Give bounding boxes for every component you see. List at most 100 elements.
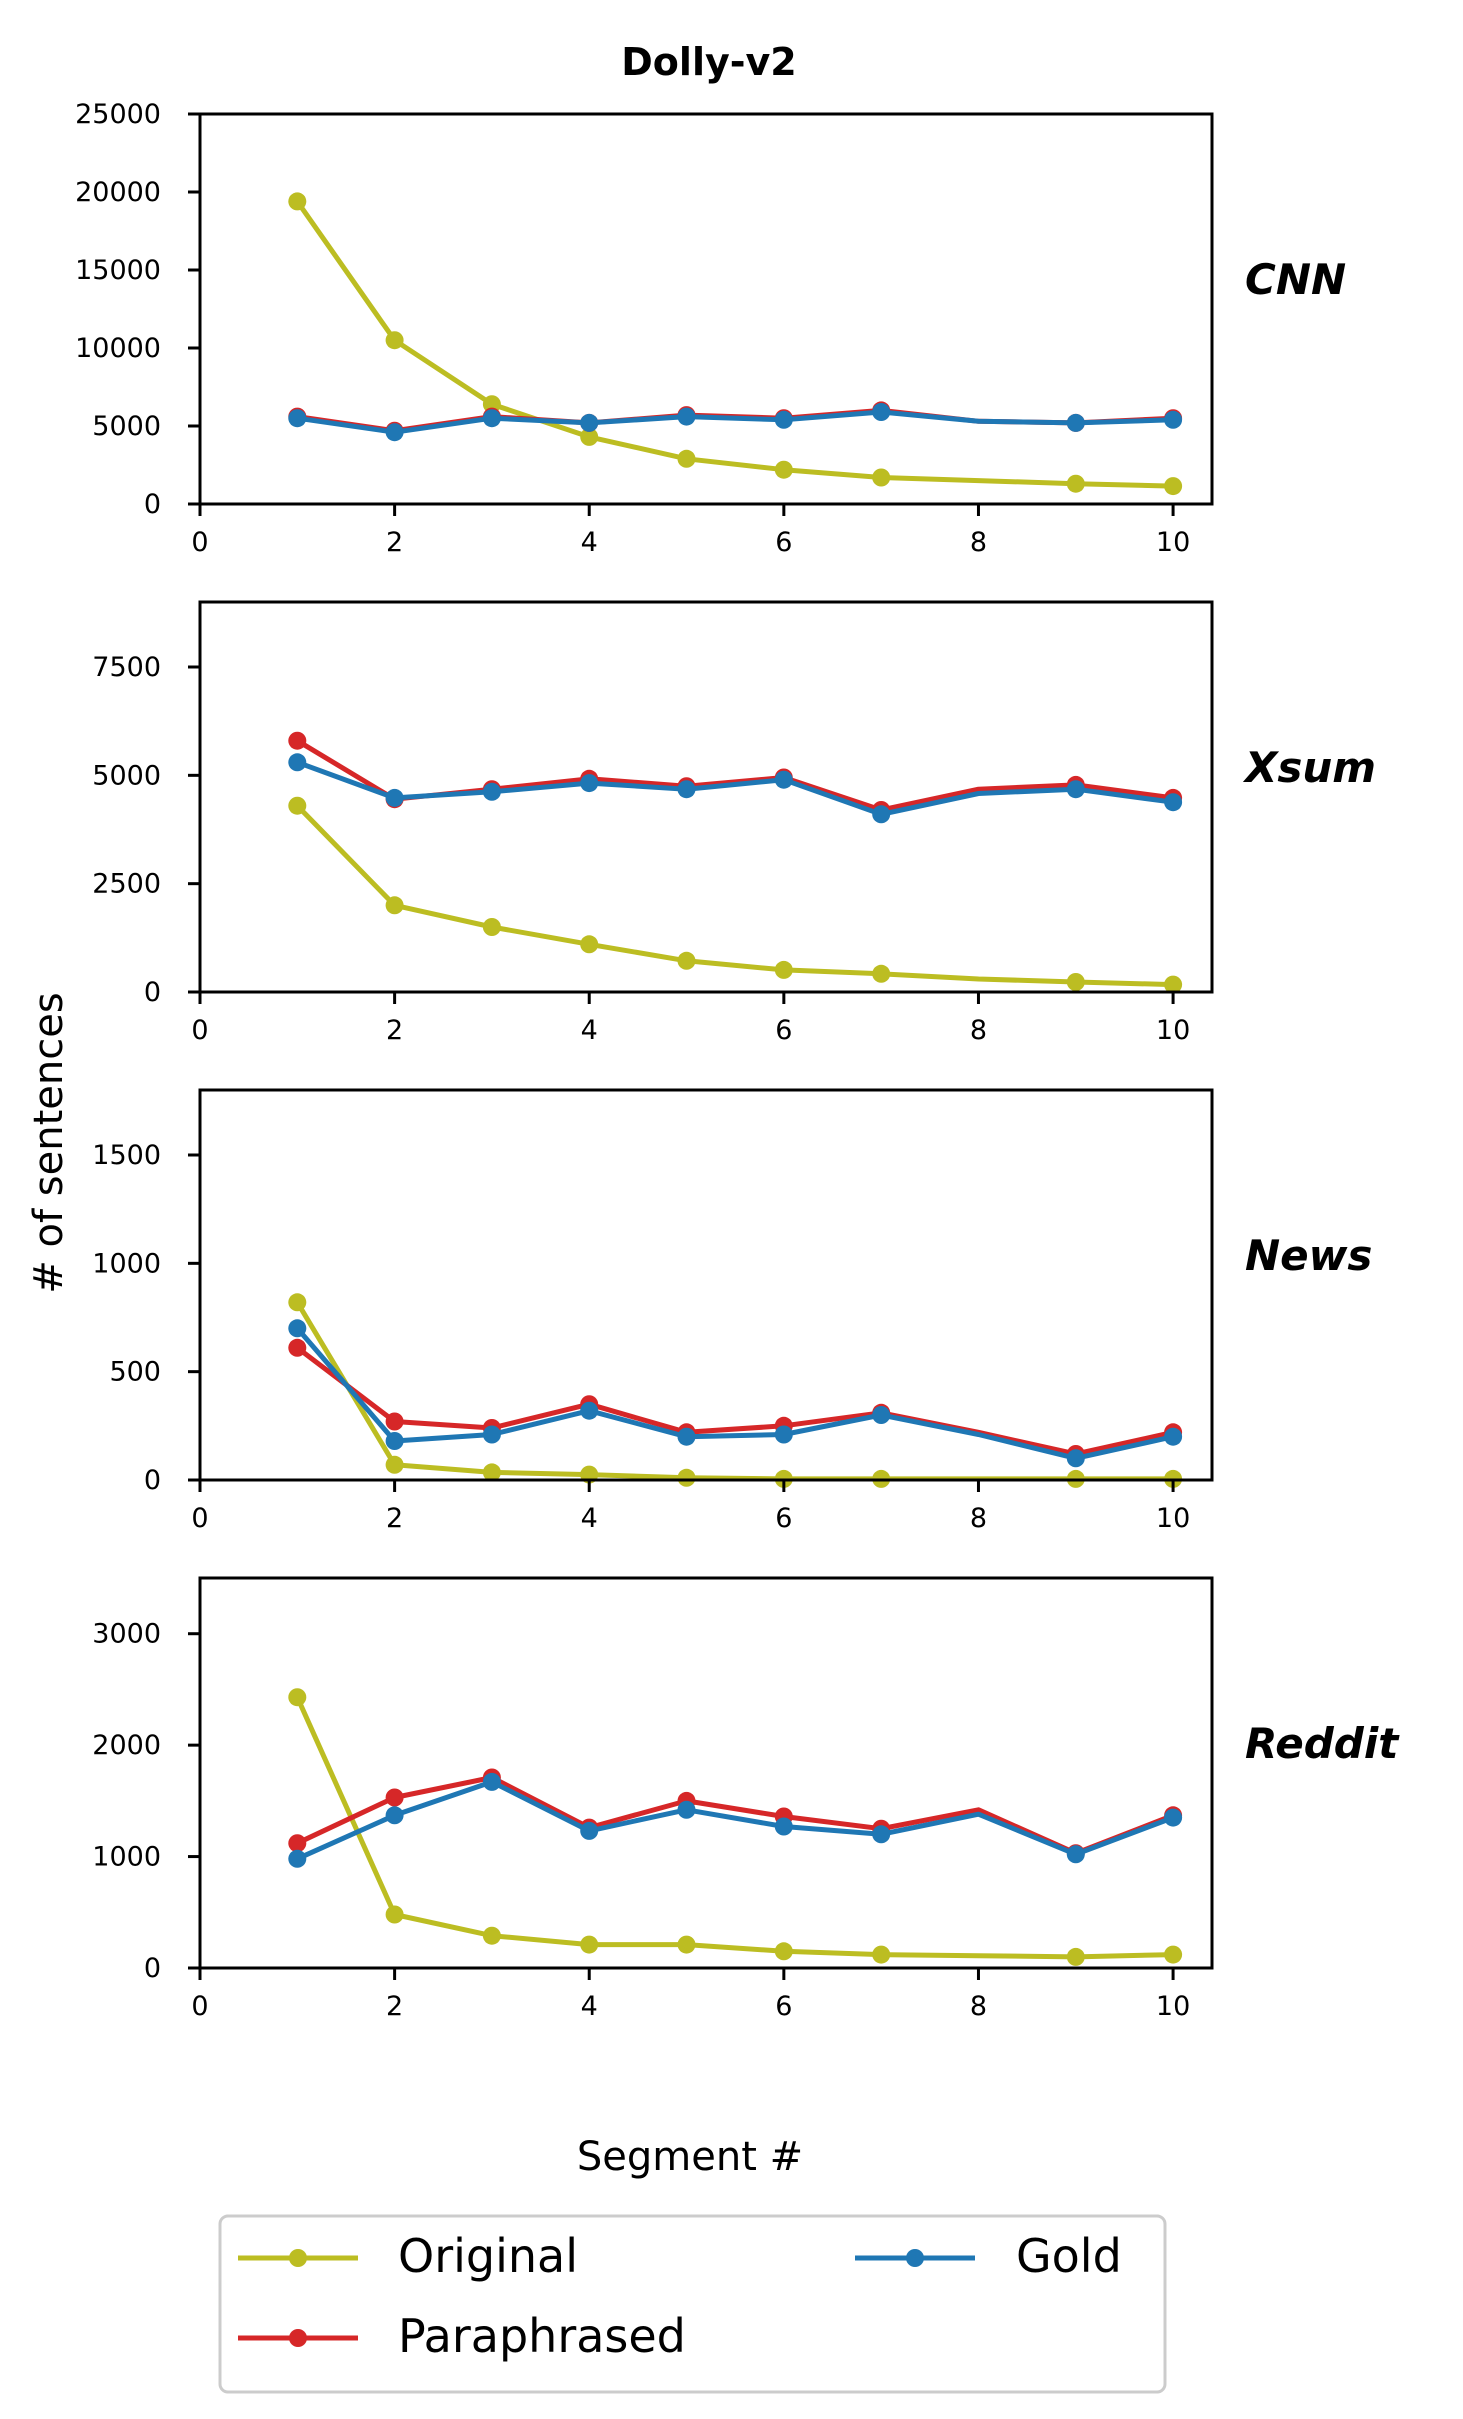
data-point-xsum-original — [774, 960, 793, 979]
data-point-reddit-original — [1164, 1945, 1183, 1964]
legend-label-paraphrased: Paraphrased — [398, 2309, 686, 2363]
x-tick-label: 2 — [386, 1991, 403, 2022]
legend-entry-gold: Gold — [855, 2229, 1122, 2283]
series-line-news-paraphrased — [294, 1345, 1176, 1457]
data-point-cnn-gold — [1164, 410, 1183, 429]
data-point-xsum-gold — [1066, 780, 1085, 799]
y-axis-label: # of sentences — [26, 992, 72, 1293]
series-line-reddit-gold — [294, 1779, 1176, 1862]
data-point-cnn-original — [774, 460, 793, 479]
series-line-reddit-original — [294, 1694, 1176, 1960]
x-tick-label: 0 — [191, 1503, 208, 1534]
figure-title: Dolly-v2 — [621, 40, 796, 84]
data-point-xsum-original — [872, 964, 891, 983]
x-tick-label: 6 — [775, 1503, 792, 1534]
data-point-xsum-original — [482, 918, 501, 936]
data-point-reddit-gold — [677, 1800, 696, 1819]
data-point-reddit-original — [872, 1945, 891, 1964]
plot-frame-news — [198, 1088, 1214, 1482]
x-tick-label: 0 — [191, 527, 208, 558]
x-tick-label: 6 — [775, 527, 792, 558]
legend-label-original: Original — [398, 2229, 578, 2283]
data-point-news-paraphrased — [288, 1338, 307, 1357]
data-point-news-gold — [1066, 1449, 1085, 1468]
panel-cnn: 0 2 4 6 8 10 0 5000 10000 15000 20000 25000 CNN — [75, 99, 1346, 558]
data-point-xsum-original — [288, 796, 307, 815]
y-tick-label: 3000 — [92, 1619, 161, 1650]
x-tick-label: 0 — [191, 1015, 208, 1046]
y-tick-label: 2500 — [92, 869, 161, 900]
data-point-reddit-gold — [482, 1772, 501, 1791]
panel-news: 0 2 4 6 8 10 0 500 1000 1500 News — [92, 1088, 1372, 1534]
data-point-xsum-original — [580, 935, 599, 954]
data-point-reddit-gold — [1066, 1845, 1085, 1864]
y-tick-label: 0 — [144, 977, 161, 1008]
data-point-news-gold — [1164, 1427, 1183, 1446]
x-tick-label: 4 — [581, 1015, 598, 1046]
data-point-cnn-gold — [774, 410, 793, 429]
legend-marker-original — [289, 2249, 307, 2267]
y-tick-label: 7500 — [92, 652, 161, 683]
data-point-xsum-gold — [1164, 793, 1183, 812]
data-point-cnn-original — [482, 395, 501, 414]
legend-marker-paraphrased — [289, 2329, 307, 2347]
legend-marker-gold — [906, 2249, 924, 2267]
data-point-reddit-original — [1066, 1947, 1085, 1966]
data-point-reddit-gold — [872, 1825, 891, 1844]
data-point-xsum-gold — [482, 782, 501, 801]
plot-frame-xsum — [198, 600, 1214, 994]
y-tick-label: 1000 — [92, 1842, 161, 1873]
series-line-xsum-original — [294, 803, 1176, 988]
y-tick-label: 1000 — [92, 1248, 161, 1279]
data-point-cnn-original — [580, 427, 599, 446]
y-tick-label: 15000 — [75, 255, 161, 286]
x-tick-label: 4 — [581, 527, 598, 558]
panel-label-xsum: Xsum — [1242, 743, 1376, 792]
x-tick-label: 2 — [386, 1503, 403, 1534]
x-tick-label: 8 — [970, 1015, 987, 1046]
data-point-xsum-gold — [580, 774, 599, 793]
data-point-xsum-original — [1066, 973, 1085, 991]
data-point-reddit-paraphrased — [288, 1834, 307, 1853]
data-point-cnn-original — [385, 331, 404, 350]
data-point-reddit-original — [482, 1926, 501, 1945]
data-point-reddit-paraphrased — [385, 1788, 404, 1807]
data-point-cnn-gold — [482, 409, 501, 428]
data-point-cnn-original — [677, 449, 696, 468]
y-tick-label: 0 — [144, 1953, 161, 1984]
y-tick-label: 500 — [109, 1357, 161, 1388]
x-tick-label: 6 — [775, 1015, 792, 1046]
data-point-news-paraphrased — [385, 1412, 404, 1431]
x-tick-label: 8 — [970, 1991, 987, 2022]
x-tick-label: 10 — [1156, 1991, 1190, 2022]
x-tick-label: 8 — [970, 527, 987, 558]
y-tick-label: 0 — [144, 1465, 161, 1496]
data-point-cnn-original — [288, 192, 307, 211]
data-point-xsum-original — [385, 896, 404, 915]
legend-entry-paraphrased: Paraphrased — [238, 2309, 686, 2363]
x-tick-label: 4 — [581, 1991, 598, 2022]
legend: Original Paraphrased Gold — [218, 2214, 1167, 2394]
series-line-news-gold — [294, 1325, 1176, 1461]
x-tick-label: 2 — [386, 527, 403, 558]
plot-frame-reddit — [198, 1576, 1214, 1970]
legend-entry-original: Original — [238, 2229, 578, 2283]
series-line-reddit-paraphrased — [294, 1775, 1176, 1856]
panel-label-reddit: Reddit — [1245, 1719, 1400, 1768]
data-point-news-gold — [288, 1319, 307, 1338]
data-point-xsum-paraphrased — [288, 731, 307, 750]
x-tick-label: 0 — [191, 1991, 208, 2022]
data-point-news-original — [482, 1463, 501, 1482]
data-point-xsum-gold — [677, 780, 696, 799]
data-point-reddit-gold — [385, 1806, 404, 1825]
data-point-reddit-original — [580, 1935, 599, 1954]
y-tick-label: 0 — [144, 489, 161, 520]
x-tick-label: 10 — [1156, 1015, 1190, 1046]
x-tick-label: 4 — [581, 1503, 598, 1534]
series-line-xsum-paraphrased — [294, 738, 1176, 813]
data-point-cnn-gold — [1066, 413, 1085, 432]
data-point-news-gold — [385, 1432, 404, 1450]
data-point-xsum-gold — [385, 788, 404, 807]
data-point-news-gold — [580, 1401, 599, 1420]
data-point-cnn-gold — [580, 413, 599, 432]
